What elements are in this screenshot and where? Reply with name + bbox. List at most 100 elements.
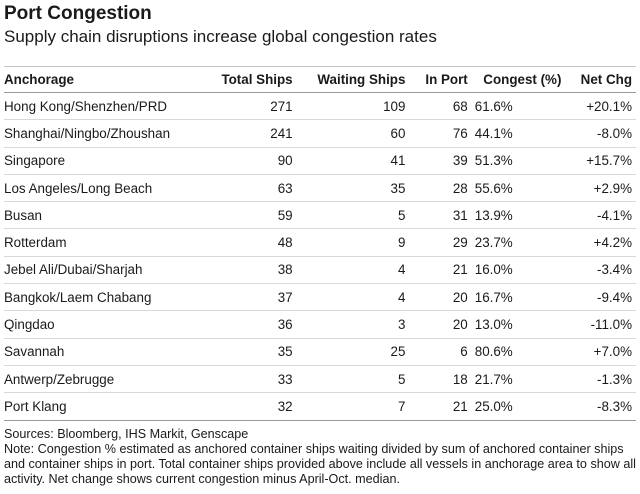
cell-in-port: 6: [409, 338, 472, 366]
cell-net-chg: +4.2%: [565, 228, 636, 257]
cell-net-chg: +7.0%: [565, 338, 636, 366]
table-row: Los Angeles/Long Beach 63 35 28 55.6% +2.9%: [4, 174, 636, 203]
column-header-in-port: In Port: [409, 67, 472, 93]
column-header-waiting-ships: Waiting Ships: [296, 67, 410, 93]
cell-in-port: 39: [409, 147, 472, 175]
cell-waiting-ships: 9: [296, 228, 410, 257]
cell-waiting-ships: 4: [296, 256, 410, 285]
cell-net-chg: +20.1%: [565, 92, 636, 121]
cell-in-port: 28: [409, 174, 472, 203]
column-header-total-ships: Total Ships: [206, 67, 297, 93]
footnotes: Sources: Bloomberg, IHS Markit, Genscape…: [4, 427, 636, 487]
cell-total-ships: 36: [206, 310, 297, 339]
cell-net-chg: -8.3%: [565, 392, 636, 421]
cell-in-port: 21: [409, 392, 472, 421]
cell-congest: 23.7%: [471, 228, 566, 257]
cell-waiting-ships: 7: [296, 392, 410, 421]
cell-total-ships: 38: [206, 256, 297, 285]
cell-total-ships: 241: [206, 119, 297, 148]
cell-total-ships: 32: [206, 392, 297, 421]
table-row: Savannah 35 25 6 80.6% +7.0%: [4, 338, 636, 366]
cell-congest: 61.6%: [471, 92, 566, 121]
cell-congest: 13.0%: [471, 310, 566, 339]
cell-congest: 16.0%: [471, 256, 566, 285]
table-row: Antwerp/Zebrugge 33 5 18 21.7% -1.3%: [4, 365, 636, 394]
cell-in-port: 29: [409, 228, 472, 257]
cell-congest: 80.6%: [471, 338, 566, 366]
cell-congest: 25.0%: [471, 392, 566, 421]
congestion-table: Anchorage Total Ships Waiting Ships In P…: [4, 67, 636, 421]
cell-anchorage: Hong Kong/Shenzhen/PRD: [4, 92, 207, 121]
cell-in-port: 20: [409, 283, 472, 312]
column-header-congest: Congest (%): [471, 67, 566, 93]
chart-subtitle: Supply chain disruptions increase global…: [4, 27, 437, 46]
table-row: Qingdao 36 3 20 13.0% -11.0%: [4, 310, 636, 339]
table-row: Singapore 90 41 39 51.3% +15.7%: [4, 147, 636, 175]
cell-total-ships: 33: [206, 365, 297, 394]
cell-waiting-ships: 4: [296, 283, 410, 312]
cell-total-ships: 37: [206, 283, 297, 312]
cell-anchorage: Qingdao: [4, 310, 207, 339]
cell-congest: 21.7%: [471, 365, 566, 394]
cell-waiting-ships: 5: [296, 365, 410, 394]
cell-net-chg: -3.4%: [565, 256, 636, 285]
cell-in-port: 20: [409, 310, 472, 339]
column-header-net-chg: Net Chg: [565, 67, 636, 93]
cell-net-chg: -9.4%: [565, 283, 636, 312]
cell-congest: 13.9%: [471, 201, 566, 230]
header-row: Anchorage Total Ships Waiting Ships In P…: [4, 67, 636, 93]
cell-total-ships: 271: [206, 92, 297, 121]
cell-anchorage: Port Klang: [4, 392, 207, 421]
cell-in-port: 76: [409, 119, 472, 148]
cell-net-chg: -11.0%: [565, 310, 636, 339]
cell-in-port: 21: [409, 256, 472, 285]
cell-in-port: 18: [409, 365, 472, 394]
cell-anchorage: Shanghai/Ningbo/Zhoushan: [4, 119, 207, 148]
cell-anchorage: Busan: [4, 201, 207, 230]
table-row: Busan 59 5 31 13.9% -4.1%: [4, 201, 636, 230]
cell-in-port: 68: [409, 92, 472, 121]
cell-total-ships: 35: [206, 338, 297, 366]
cell-in-port: 31: [409, 201, 472, 230]
cell-congest: 55.6%: [471, 174, 566, 203]
cell-congest: 51.3%: [471, 147, 566, 175]
cell-anchorage: Savannah: [4, 338, 207, 366]
chart-title: Port Congestion: [4, 3, 152, 24]
column-header-anchorage: Anchorage: [4, 67, 207, 93]
cell-total-ships: 59: [206, 201, 297, 230]
top-divider: [4, 66, 636, 67]
cell-waiting-ships: 3: [296, 310, 410, 339]
sources-note: Sources: Bloomberg, IHS Markit, Genscape: [4, 426, 249, 441]
cell-total-ships: 90: [206, 147, 297, 175]
cell-anchorage: Jebel Ali/Dubai/Sharjah: [4, 256, 207, 285]
cell-congest: 44.1%: [471, 119, 566, 148]
methodology-note: Note: Congestion % estimated as anchored…: [4, 441, 636, 486]
table-row: Rotterdam 48 9 29 23.7% +4.2%: [4, 228, 636, 257]
cell-anchorage: Antwerp/Zebrugge: [4, 365, 207, 394]
cell-net-chg: +15.7%: [565, 147, 636, 175]
cell-anchorage: Rotterdam: [4, 228, 207, 257]
cell-waiting-ships: 109: [296, 92, 410, 121]
cell-anchorage: Los Angeles/Long Beach: [4, 174, 207, 203]
cell-net-chg: -1.3%: [565, 365, 636, 394]
cell-waiting-ships: 25: [296, 338, 410, 366]
cell-waiting-ships: 5: [296, 201, 410, 230]
cell-anchorage: Bangkok/Laem Chabang: [4, 283, 207, 312]
cell-anchorage: Singapore: [4, 147, 207, 175]
table-row: Shanghai/Ningbo/Zhoushan 241 60 76 44.1% -8.0…: [4, 119, 636, 148]
cell-waiting-ships: 41: [296, 147, 410, 175]
cell-net-chg: -4.1%: [565, 201, 636, 230]
table-row: Bangkok/Laem Chabang 37 4 20 16.7% -9.4%: [4, 283, 636, 312]
cell-net-chg: +2.9%: [565, 174, 636, 203]
cell-net-chg: -8.0%: [565, 119, 636, 148]
cell-congest: 16.7%: [471, 283, 566, 312]
cell-waiting-ships: 60: [296, 119, 410, 148]
cell-waiting-ships: 35: [296, 174, 410, 203]
cell-total-ships: 48: [206, 228, 297, 257]
table-body: Hong Kong/Shenzhen/PRD 271 109 68 61.6% +20.1…: [4, 92, 636, 421]
table-row: Hong Kong/Shenzhen/PRD 271 109 68 61.6% +20.1…: [4, 92, 636, 121]
cell-total-ships: 63: [206, 174, 297, 203]
table-row: Port Klang 32 7 21 25.0% -8.3%: [4, 392, 636, 421]
table-row: Jebel Ali/Dubai/Sharjah 38 4 21 16.0% -3.4%: [4, 256, 636, 285]
